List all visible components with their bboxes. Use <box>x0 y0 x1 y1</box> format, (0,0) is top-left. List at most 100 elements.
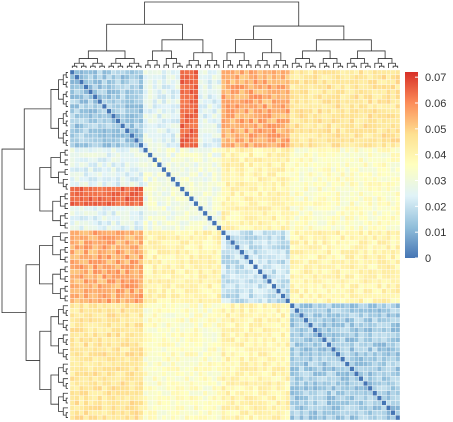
heatmap-cell <box>97 181 103 187</box>
heatmap-cell <box>97 376 103 382</box>
heatmap-cell <box>74 269 80 275</box>
heatmap-cell <box>230 380 236 387</box>
heatmap-cell <box>280 89 286 95</box>
heatmap-cell <box>207 176 213 182</box>
heatmap-cell <box>221 142 227 148</box>
heatmap-cell <box>83 94 89 100</box>
heatmap-cell <box>326 191 332 197</box>
heatmap-cell <box>101 269 107 275</box>
heatmap-cell <box>289 264 295 270</box>
heatmap-cell <box>312 201 318 207</box>
heatmap-cell <box>83 74 89 80</box>
heatmap-cell <box>321 201 327 207</box>
heatmap-cell <box>344 205 350 212</box>
heatmap-cell <box>298 84 304 90</box>
heatmap-cell <box>276 303 282 309</box>
heatmap-cell <box>349 191 355 197</box>
heatmap-cell <box>124 157 130 163</box>
heatmap-cell <box>363 84 369 90</box>
heatmap-cell <box>106 225 112 231</box>
heatmap-cell <box>166 278 172 285</box>
heatmap-cell <box>358 342 364 348</box>
heatmap-cell <box>276 123 282 129</box>
heatmap-cell <box>353 210 359 217</box>
heatmap-cell <box>312 249 318 255</box>
heatmap-cell <box>111 361 117 367</box>
heatmap-cell <box>326 220 332 226</box>
heatmap-cell <box>321 225 327 231</box>
heatmap-cell <box>390 89 396 95</box>
heatmap-cell <box>285 113 291 119</box>
heatmap-cell <box>207 303 213 309</box>
heatmap-cell <box>129 371 135 377</box>
heatmap-cell <box>83 298 89 304</box>
heatmap-cell <box>381 308 387 314</box>
heatmap-cell <box>83 215 89 221</box>
heatmap-cell <box>344 196 350 202</box>
heatmap-cell <box>372 264 378 270</box>
heatmap-cell <box>184 308 190 314</box>
heatmap-cell <box>294 351 300 357</box>
heatmap-cell <box>74 278 80 285</box>
heatmap-cell <box>101 351 107 357</box>
heatmap-cell <box>303 171 309 178</box>
heatmap-cell <box>175 235 181 241</box>
heatmap-cell <box>207 118 213 124</box>
heatmap-cell <box>88 264 94 270</box>
heatmap-cell <box>381 278 387 285</box>
heatmap-cell <box>221 98 227 105</box>
heatmap-cell <box>133 181 139 187</box>
heatmap-cell <box>143 346 149 353</box>
heatmap-cell <box>376 244 382 251</box>
heatmap-cell <box>202 186 208 192</box>
heatmap-cell <box>78 371 84 377</box>
heatmap-cell <box>317 191 323 197</box>
heatmap-cell <box>303 94 309 100</box>
heatmap-cell <box>133 239 139 246</box>
heatmap-cell <box>363 230 369 236</box>
heatmap-cell <box>381 390 387 396</box>
heatmap-cell <box>216 157 222 163</box>
row-dendrogram-branch <box>52 273 61 295</box>
heatmap-cell <box>234 215 240 221</box>
heatmap-cell <box>225 239 231 246</box>
heatmap-cell <box>147 186 153 192</box>
heatmap-cell <box>280 244 286 251</box>
heatmap-cell <box>386 239 392 246</box>
heatmap-cell <box>303 376 309 382</box>
heatmap-cell <box>152 371 158 377</box>
heatmap-cell <box>221 225 227 231</box>
heatmap-cell <box>321 74 327 80</box>
heatmap-cell <box>111 293 117 299</box>
heatmap-cell <box>230 293 236 299</box>
heatmap-cell <box>170 327 176 333</box>
heatmap-cell <box>294 181 300 187</box>
heatmap-cell <box>349 293 355 299</box>
heatmap-cell <box>239 390 245 396</box>
column-dendrogram-branch <box>213 64 220 68</box>
heatmap-cell <box>349 259 355 265</box>
heatmap-cell <box>363 332 369 338</box>
heatmap-cell <box>88 137 94 144</box>
heatmap-cell <box>138 74 144 80</box>
heatmap-cell <box>395 283 401 289</box>
heatmap-cell <box>266 249 272 255</box>
heatmap-cell <box>166 196 172 202</box>
heatmap-cell <box>147 89 153 95</box>
heatmap-cell <box>156 74 162 80</box>
heatmap-cell <box>111 259 117 265</box>
heatmap-cell <box>221 346 227 353</box>
heatmap-cell <box>211 303 217 309</box>
heatmap-cell <box>138 361 144 367</box>
heatmap-cell <box>376 167 382 173</box>
heatmap-cell <box>97 128 103 134</box>
heatmap-cell <box>78 191 84 197</box>
heatmap-cell <box>106 317 112 323</box>
heatmap-cell <box>188 171 194 178</box>
heatmap-cell <box>152 259 158 265</box>
heatmap-cell <box>239 191 245 197</box>
row-dendrogram-branch <box>62 363 68 372</box>
heatmap-cell <box>101 371 107 377</box>
heatmap-cell <box>367 235 373 241</box>
heatmap-cell <box>390 196 396 202</box>
